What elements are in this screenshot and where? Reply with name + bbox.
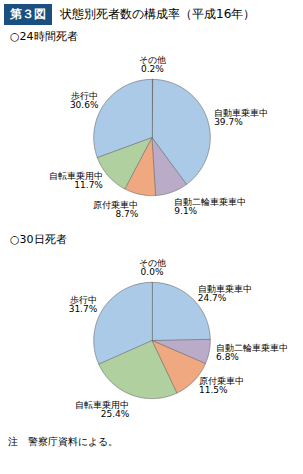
html-text:○24時間死者: ○24時間死者: [10, 30, 78, 43]
svg-text:その他0.2%: その他0.2%: [139, 55, 166, 74]
svg-text:自動車乗車中39.7%: 自動車乗車中39.7%: [214, 108, 268, 127]
html-text:第３図: 第３図: [10, 7, 46, 21]
svg-text:自動二輪車乗車中9.1%: 自動二輪車乗車中9.1%: [174, 197, 246, 216]
svg-text:その他0.0%: その他0.0%: [139, 258, 166, 277]
svg-text:原付乗車中8.7%: 原付乗車中8.7%: [93, 200, 138, 219]
svg-text:自転車乗用中25.4%: 自転車乗用中25.4%: [75, 400, 129, 419]
html-text:注 警察庁資料による。: 注 警察庁資料による。: [8, 436, 118, 447]
svg-text:自動車乗車中24.7%: 自動車乗車中24.7%: [198, 284, 252, 303]
html-text:状態別死者数の構成率（平成16年）: 状態別死者数の構成率（平成16年）: [60, 7, 256, 21]
svg-text:自転車乗用中11.7%: 自転車乗用中11.7%: [49, 171, 103, 190]
svg-text:歩行中30.6%: 歩行中30.6%: [70, 91, 99, 110]
svg-text:歩行中31.7%: 歩行中31.7%: [69, 295, 98, 314]
html-text:○30日死者: ○30日死者: [10, 233, 67, 246]
svg-text:自動二輪車乗車中6.8%: 自動二輪車乗車中6.8%: [216, 343, 288, 362]
svg-text:原付乗車中11.5%: 原付乗車中11.5%: [199, 376, 244, 395]
